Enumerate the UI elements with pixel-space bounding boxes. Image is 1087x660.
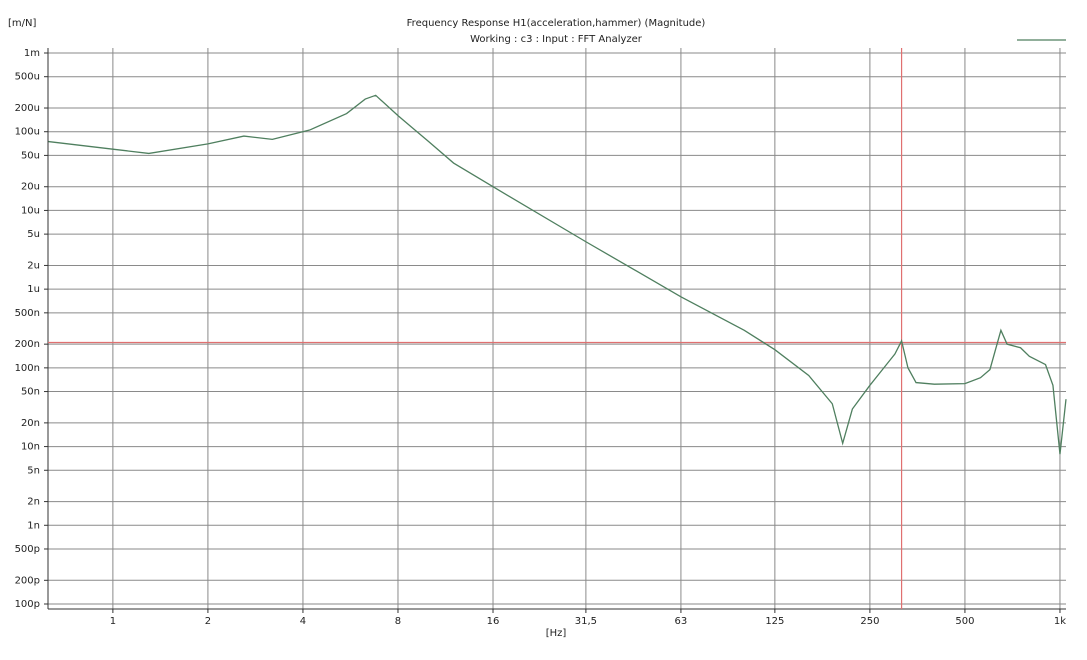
x-tick-label: 500 xyxy=(955,616,974,627)
x-tick-label: 8 xyxy=(395,616,401,627)
y-tick-label: 200u xyxy=(15,103,40,114)
x-tick-label: 63 xyxy=(675,616,688,627)
y-tick-label: 500n xyxy=(15,308,40,319)
y-tick-label: 5u xyxy=(27,229,40,240)
y-tick-label: 1m xyxy=(24,48,40,59)
y-tick-label: 1n xyxy=(27,520,40,531)
x-tick-label: 250 xyxy=(860,616,879,627)
chart-title: Frequency Response H1(acceleration,hamme… xyxy=(407,18,706,29)
y-tick-label: 50n xyxy=(21,387,40,398)
x-tick-label: 16 xyxy=(487,616,500,627)
y-tick-label: 1u xyxy=(27,284,40,295)
plot xyxy=(48,48,1067,609)
chart-subtitle: Working : c3 : Input : FFT Analyzer xyxy=(470,34,643,45)
y-tick-label: 20n xyxy=(21,418,40,429)
y-tick-label: 100u xyxy=(15,127,40,138)
grid xyxy=(44,48,1066,613)
y-tick-label: 100n xyxy=(15,363,40,374)
y-tick-label: 200p xyxy=(15,575,40,586)
y-tick-label: 500p xyxy=(15,544,40,555)
x-tick-label: 1 xyxy=(110,616,116,627)
x-tick-label: 4 xyxy=(300,616,306,627)
y-tick-label: 50u xyxy=(21,150,40,161)
y-tick-label: 5n xyxy=(27,465,40,476)
series-line xyxy=(48,94,1067,455)
y-tick-label: 10n xyxy=(21,442,40,453)
y-tick-label: 200n xyxy=(15,339,40,350)
x-tick-label: 31,5 xyxy=(575,616,597,627)
y-tick-label: 20u xyxy=(21,182,40,193)
y-tick-label: 2n xyxy=(27,497,40,508)
y-tick-label: 10u xyxy=(21,205,40,216)
y-tick-label: 500u xyxy=(15,72,40,83)
y-tick-label: 100p xyxy=(15,599,40,610)
x-tick-label: 1k xyxy=(1054,616,1066,627)
y-unit: [m/N] xyxy=(8,18,36,29)
y-tick-label: 2u xyxy=(27,260,40,271)
x-unit: [Hz] xyxy=(546,628,567,639)
x-tick-label: 125 xyxy=(765,616,784,627)
x-tick-label: 2 xyxy=(205,616,211,627)
